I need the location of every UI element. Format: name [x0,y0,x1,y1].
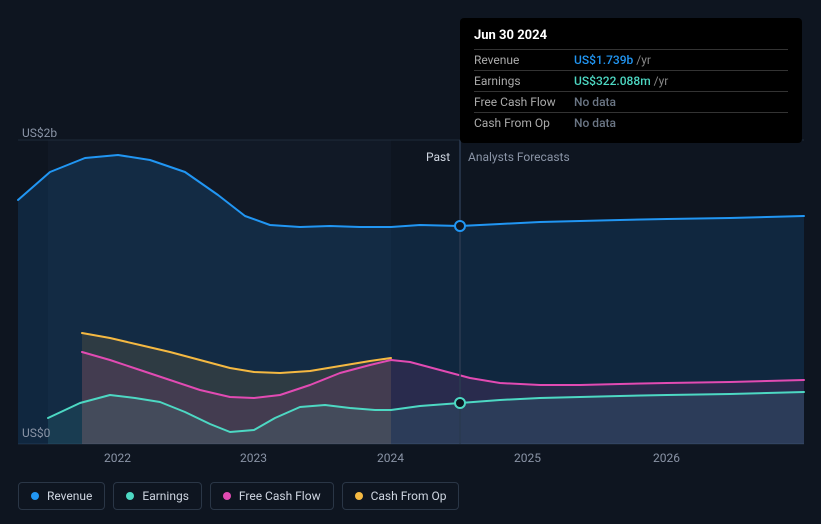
tooltip-metric-label: Cash From Op [474,116,574,130]
legend-dot-icon [126,492,134,500]
legend-dot-icon [223,492,231,500]
x-tick-label: 2025 [514,451,541,465]
tooltip-metric-value: US$1.739b [574,53,633,67]
tooltip-metric-value: US$322.088m [574,74,651,88]
financials-chart: { "chart": { "type": "area-line", "width… [0,0,821,524]
tooltip-metric-label: Free Cash Flow [474,95,574,109]
legend-label: Cash From Op [371,489,447,503]
x-tick-label: 2023 [240,451,267,465]
past-label: Past [426,150,450,164]
tooltip-row: Free Cash FlowNo data [474,91,788,112]
legend-item-earnings[interactable]: Earnings [113,482,202,510]
x-tick-label: 2022 [104,451,131,465]
tooltip-row: RevenueUS$1.739b/yr [474,49,788,70]
tooltip-metric-label: Revenue [474,53,574,67]
y-axis-max-label: US$2b [22,126,57,140]
tooltip-row: EarningsUS$322.088m/yr [474,70,788,91]
legend-item-fcf[interactable]: Free Cash Flow [210,482,334,510]
chart-tooltip: Jun 30 2024 RevenueUS$1.739b/yrEarningsU… [460,18,802,143]
tooltip-metric-label: Earnings [474,74,574,88]
x-tick-label: 2024 [377,451,404,465]
tooltip-row: Cash From OpNo data [474,112,788,133]
tooltip-metric-value: No data [574,116,616,130]
tooltip-metric-value: No data [574,95,616,109]
chart-legend: Revenue Earnings Free Cash Flow Cash From O… [18,482,459,510]
tooltip-metric-unit: /yr [654,74,669,88]
legend-item-cfo[interactable]: Cash From Op [342,482,460,510]
tooltip-date: Jun 30 2024 [474,28,788,43]
legend-dot-icon [355,492,363,500]
x-tick-label: 2026 [653,451,680,465]
y-axis-min-label: US$0 [22,426,50,440]
legend-item-revenue[interactable]: Revenue [18,482,105,510]
forecast-label: Analysts Forecasts [468,150,570,164]
legend-label: Revenue [47,489,92,503]
legend-label: Free Cash Flow [239,489,321,503]
tooltip-metric-unit: /yr [636,53,651,67]
legend-dot-icon [31,492,39,500]
legend-label: Earnings [142,489,189,503]
